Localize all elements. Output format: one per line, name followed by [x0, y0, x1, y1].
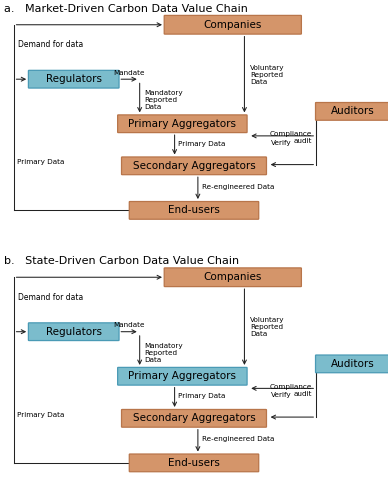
Text: Verify: Verify: [271, 392, 292, 398]
FancyBboxPatch shape: [315, 102, 388, 120]
FancyBboxPatch shape: [129, 202, 259, 219]
Text: Primary Aggregators: Primary Aggregators: [128, 371, 236, 381]
Text: End-users: End-users: [168, 458, 220, 468]
Text: Auditors: Auditors: [331, 359, 375, 369]
Text: Regulators: Regulators: [46, 326, 102, 336]
FancyBboxPatch shape: [28, 70, 119, 88]
FancyBboxPatch shape: [164, 16, 301, 34]
FancyBboxPatch shape: [121, 410, 267, 427]
Text: Companies: Companies: [204, 272, 262, 282]
Text: Primary Data: Primary Data: [178, 393, 226, 399]
Text: Primary Aggregators: Primary Aggregators: [128, 118, 236, 128]
Text: Mandatory
Reported
Data: Mandatory Reported Data: [144, 342, 183, 362]
Text: b.   State-Driven Carbon Data Value Chain: b. State-Driven Carbon Data Value Chain: [4, 256, 239, 266]
Text: Compliance
audit: Compliance audit: [270, 132, 312, 144]
Text: Auditors: Auditors: [331, 106, 375, 117]
Text: Regulators: Regulators: [46, 74, 102, 84]
Text: Primary Data: Primary Data: [178, 140, 226, 146]
FancyBboxPatch shape: [315, 355, 388, 372]
FancyBboxPatch shape: [118, 115, 247, 132]
FancyBboxPatch shape: [121, 157, 267, 174]
Text: Demand for data: Demand for data: [18, 292, 83, 302]
FancyBboxPatch shape: [164, 268, 301, 286]
Text: Mandate: Mandate: [113, 70, 145, 76]
Text: Compliance
audit: Compliance audit: [270, 384, 312, 397]
FancyBboxPatch shape: [28, 323, 119, 340]
Text: Voluntary
Reported
Data: Voluntary Reported Data: [250, 65, 285, 85]
Text: a.   Market-Driven Carbon Data Value Chain: a. Market-Driven Carbon Data Value Chain: [4, 4, 248, 14]
Text: Re-engineered Data: Re-engineered Data: [202, 436, 274, 442]
Text: Re-engineered Data: Re-engineered Data: [202, 184, 274, 190]
Text: Voluntary
Reported
Data: Voluntary Reported Data: [250, 318, 285, 338]
Text: Primary Data: Primary Data: [17, 159, 65, 165]
FancyBboxPatch shape: [129, 454, 259, 471]
Text: Primary Data: Primary Data: [17, 412, 65, 418]
Text: Verify: Verify: [271, 140, 292, 145]
Text: Secondary Aggregators: Secondary Aggregators: [133, 414, 255, 424]
FancyBboxPatch shape: [118, 368, 247, 385]
Text: Companies: Companies: [204, 20, 262, 30]
Text: Demand for data: Demand for data: [18, 40, 83, 49]
Text: Secondary Aggregators: Secondary Aggregators: [133, 161, 255, 171]
Text: Mandate: Mandate: [113, 322, 145, 328]
Text: Mandatory
Reported
Data: Mandatory Reported Data: [144, 90, 183, 110]
Text: End-users: End-users: [168, 206, 220, 216]
